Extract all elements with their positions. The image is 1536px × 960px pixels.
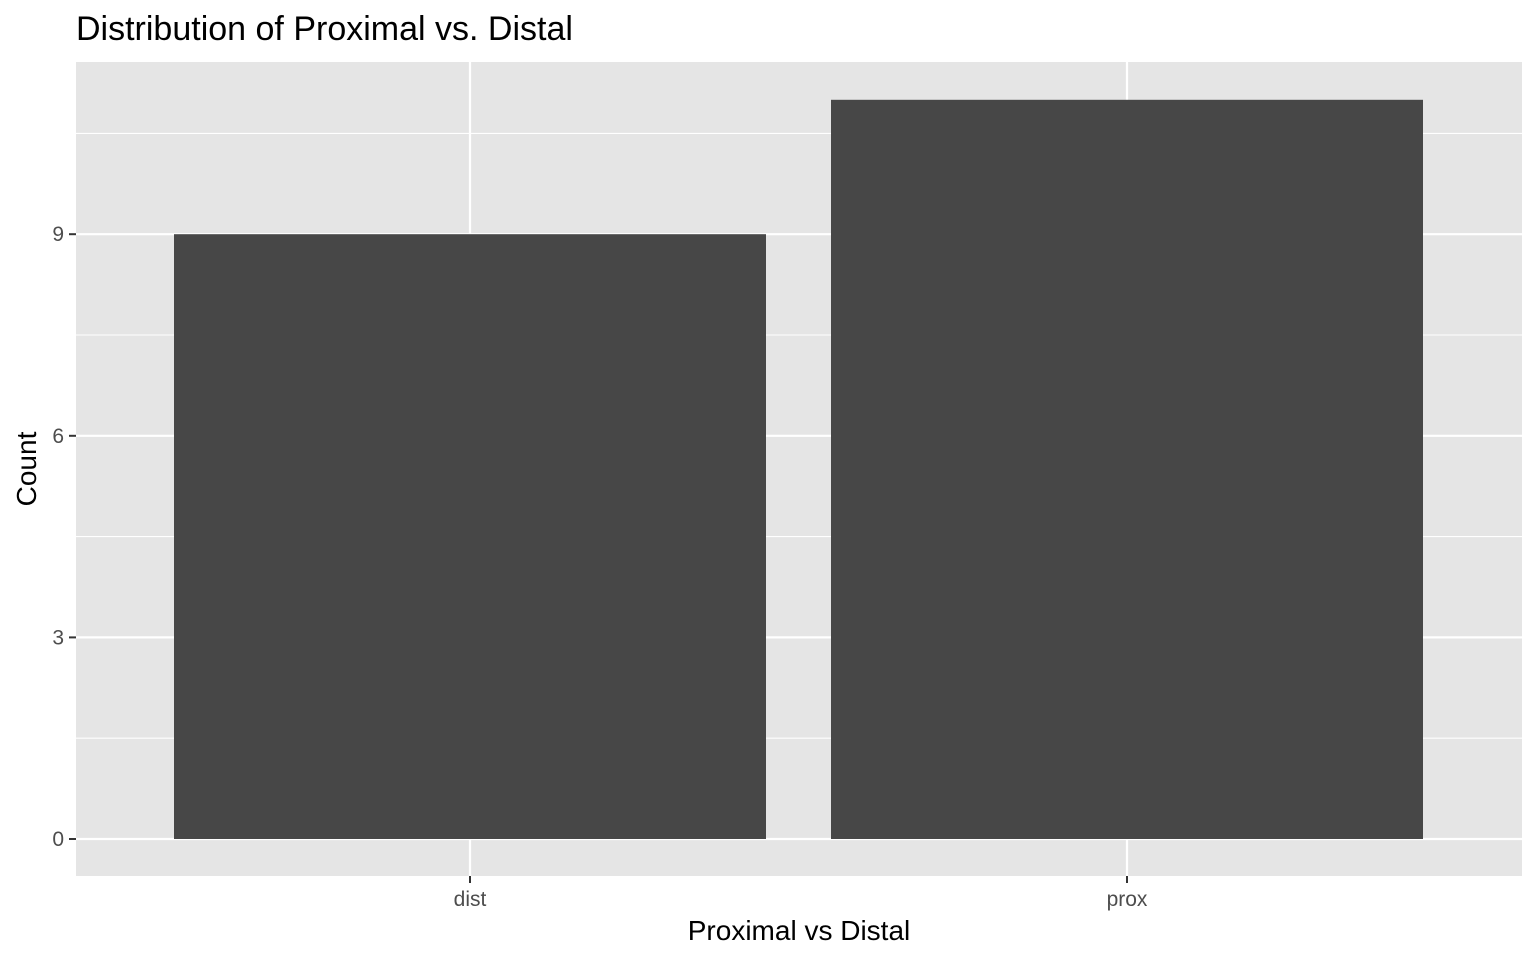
y-tick-label: 3 [52, 626, 64, 649]
x-axis: dist prox [454, 876, 1148, 911]
chart-title: Distribution of Proximal vs. Distal [76, 10, 573, 48]
y-tick-label: 6 [52, 425, 64, 448]
y-tick-label: 0 [52, 828, 64, 851]
bar-prox [831, 99, 1423, 840]
x-axis-title: Proximal vs Distal [688, 915, 910, 946]
x-tick-label-dist: dist [454, 888, 487, 911]
bar-dist [174, 234, 766, 839]
y-tick-label: 9 [52, 223, 64, 246]
y-axis-title: Count [11, 431, 42, 506]
bars [174, 99, 1423, 840]
x-tick-label-prox: prox [1107, 888, 1148, 911]
y-axis: 0 3 6 9 [52, 223, 76, 851]
